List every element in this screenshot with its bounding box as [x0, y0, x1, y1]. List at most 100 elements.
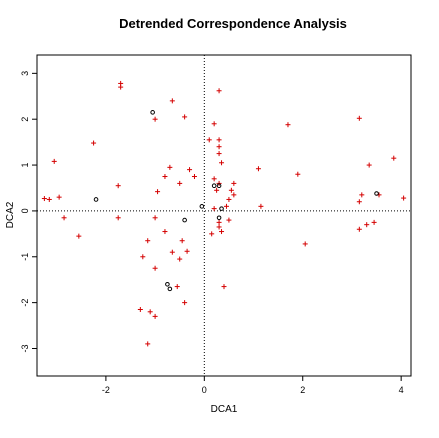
species-point	[359, 192, 365, 198]
species-point	[211, 206, 217, 212]
x-axis: -2 0 2 4	[102, 376, 404, 395]
species-point	[219, 160, 225, 166]
site-point	[199, 204, 205, 209]
species-point	[140, 254, 146, 260]
species-point	[211, 121, 217, 127]
y-tick-label: 2	[20, 117, 30, 122]
species-point	[76, 233, 82, 239]
species-point	[219, 229, 225, 235]
species-point	[356, 226, 362, 232]
site-point	[182, 217, 187, 223]
y-tick-label: -2	[20, 299, 30, 307]
species-point	[214, 187, 220, 193]
species-point	[216, 88, 222, 94]
species-point	[145, 238, 151, 244]
species-point	[46, 196, 52, 202]
species-point	[255, 166, 261, 172]
species-point	[356, 115, 362, 121]
species-point	[401, 195, 407, 201]
species-point	[228, 187, 234, 193]
site-point	[150, 110, 155, 115]
species-point	[371, 219, 377, 225]
site-point	[167, 286, 173, 292]
reference-lines	[37, 55, 411, 376]
species-point	[209, 231, 215, 237]
species-point	[115, 215, 121, 221]
species-point	[216, 151, 222, 157]
y-tick-label: -1	[20, 253, 30, 261]
species-point	[182, 114, 188, 120]
species-point	[221, 284, 227, 290]
species-point	[182, 300, 188, 306]
y-tick-label: 0	[20, 208, 30, 213]
species-point	[258, 203, 264, 209]
species-point	[302, 241, 308, 247]
species-point	[184, 248, 190, 254]
species-point	[61, 215, 67, 221]
species-point	[167, 164, 173, 170]
species-point	[115, 183, 121, 189]
species-point	[147, 309, 153, 315]
species-point	[231, 180, 237, 186]
species-point	[174, 284, 180, 290]
y-tick-label: 1	[20, 163, 30, 168]
site-point	[216, 183, 222, 188]
species-point	[169, 249, 175, 255]
species-point	[285, 122, 291, 128]
species-point	[162, 229, 168, 235]
site-point	[165, 281, 170, 287]
species-point	[211, 176, 217, 182]
species-point	[216, 137, 222, 143]
site-point	[219, 206, 224, 211]
x-axis-label: DCA1	[211, 404, 238, 415]
plot-frame	[36, 54, 412, 377]
species-point	[152, 265, 158, 271]
x-tick-label: 2	[300, 385, 305, 395]
species-point	[206, 137, 212, 143]
site-point	[93, 197, 99, 202]
species-point	[356, 199, 362, 205]
species-point	[162, 174, 168, 180]
species-point	[366, 162, 372, 168]
chart-title: Detrended Correspondence Analysis	[119, 16, 347, 31]
site-point	[374, 191, 379, 196]
y-axis: -3 -2 -1 0 1 2 3	[20, 71, 37, 352]
species-point	[226, 196, 232, 202]
species-point	[152, 313, 158, 319]
site-point	[211, 183, 217, 188]
species-point	[177, 256, 183, 262]
species-point	[51, 158, 57, 164]
species-point	[177, 180, 183, 186]
species-point	[295, 171, 301, 177]
species-point	[223, 203, 229, 209]
species-point	[145, 341, 151, 347]
species-point	[41, 196, 47, 202]
species-point	[137, 307, 143, 313]
species-point	[118, 84, 124, 90]
y-tick-label: -3	[20, 344, 30, 352]
species-point	[364, 222, 370, 228]
species-point	[216, 224, 222, 230]
species-point	[169, 98, 175, 104]
data-points	[41, 80, 407, 347]
site-point	[216, 215, 222, 221]
species-point	[152, 116, 158, 122]
species-point	[91, 140, 97, 146]
species-point	[152, 215, 158, 221]
x-tick-label: -2	[102, 385, 110, 395]
species-point	[216, 219, 222, 225]
species-point	[216, 144, 222, 150]
y-tick-label: 3	[20, 71, 30, 76]
species-point	[231, 192, 237, 198]
x-tick-label: 4	[399, 385, 404, 395]
x-tick-label: 0	[202, 385, 207, 395]
species-point	[191, 174, 197, 180]
species-point	[187, 167, 193, 173]
species-point	[226, 217, 232, 223]
species-point	[391, 155, 397, 161]
species-point	[179, 238, 185, 244]
species-point	[56, 194, 62, 200]
species-point	[155, 189, 161, 195]
y-axis-label: DCA2	[5, 201, 16, 228]
